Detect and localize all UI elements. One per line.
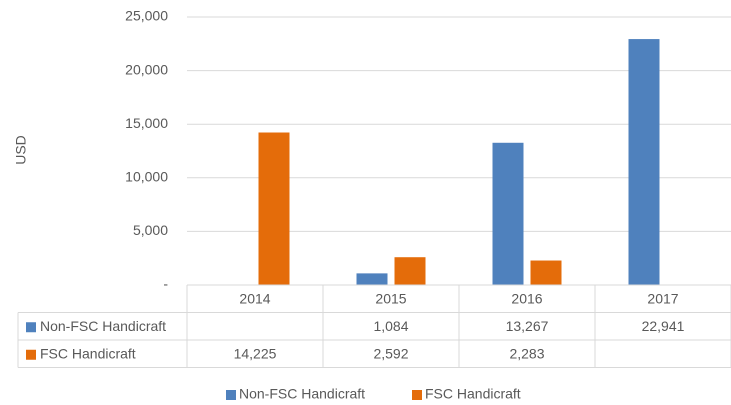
table-legend-key bbox=[26, 322, 36, 333]
bar bbox=[258, 132, 290, 285]
table-value: 14,225 bbox=[234, 345, 277, 361]
table-value: 22,941 bbox=[642, 318, 685, 334]
bar bbox=[492, 142, 524, 285]
table-value: 2,283 bbox=[509, 345, 544, 361]
table-value: 2,592 bbox=[373, 345, 408, 361]
y-tick-label: 10,000 bbox=[125, 169, 168, 185]
y-tick-label: 5,000 bbox=[133, 222, 168, 238]
table-legend-key bbox=[26, 349, 36, 360]
bar bbox=[394, 257, 426, 285]
table-row-header: Non-FSC Handicraft bbox=[40, 318, 166, 334]
legend-key bbox=[226, 390, 236, 400]
legend-key bbox=[412, 390, 422, 400]
bar bbox=[628, 39, 660, 285]
x-tick-label: 2015 bbox=[375, 290, 406, 306]
bar bbox=[530, 260, 562, 285]
table-value: 1,084 bbox=[373, 318, 408, 334]
y-tick-label: 15,000 bbox=[125, 115, 168, 131]
legend-label: Non-FSC Handicraft bbox=[239, 386, 365, 402]
y-tick-label: 20,000 bbox=[125, 61, 168, 77]
table-value: 13,267 bbox=[506, 318, 549, 334]
bar bbox=[356, 273, 388, 285]
y-tick-label: 25,000 bbox=[125, 8, 168, 24]
legend-label: FSC Handicraft bbox=[425, 386, 521, 402]
table-row-header: FSC Handicraft bbox=[40, 345, 136, 361]
y-axis-title: USD bbox=[13, 135, 29, 165]
x-tick-label: 2014 bbox=[239, 290, 270, 306]
y-tick-label: - bbox=[163, 276, 168, 292]
x-tick-label: 2017 bbox=[647, 290, 678, 306]
x-tick-label: 2016 bbox=[511, 290, 542, 306]
